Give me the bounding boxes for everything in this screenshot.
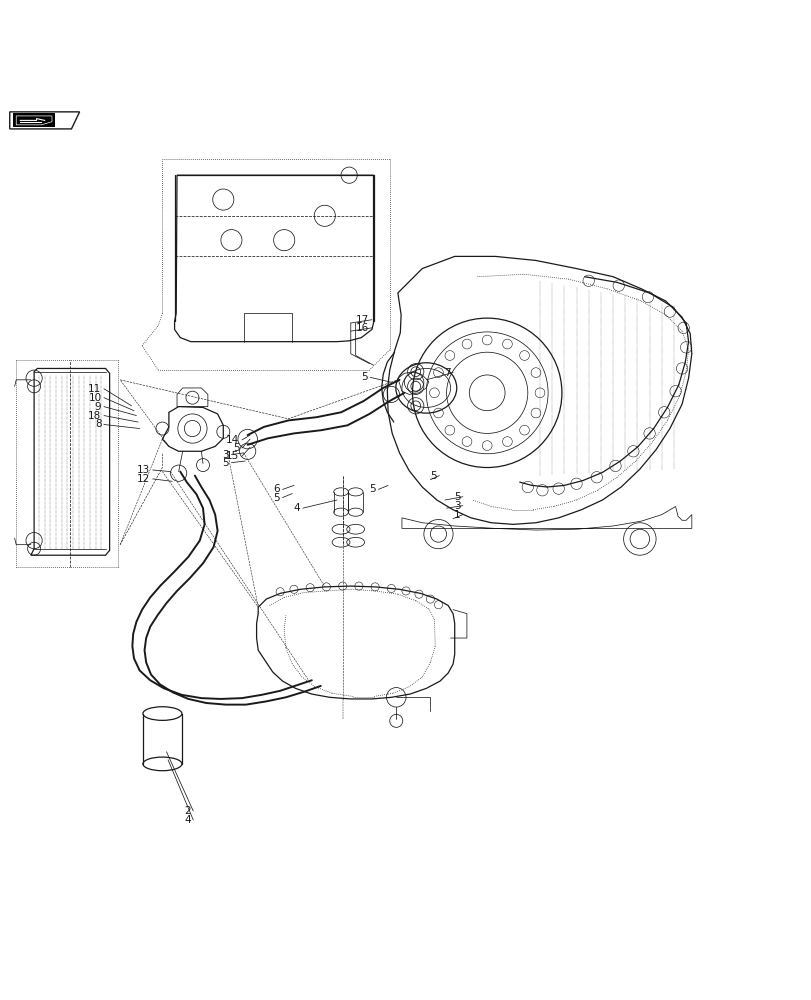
Text: 5: 5 — [369, 484, 375, 494]
Text: 12: 12 — [137, 474, 150, 484]
Text: 8: 8 — [95, 419, 101, 429]
Text: 16: 16 — [356, 323, 369, 333]
Text: 6: 6 — [273, 484, 280, 494]
Ellipse shape — [348, 508, 363, 516]
Text: 5: 5 — [222, 458, 229, 468]
Text: 3: 3 — [222, 450, 229, 460]
Ellipse shape — [143, 757, 182, 771]
Text: 13: 13 — [137, 465, 150, 475]
Text: 5: 5 — [273, 493, 280, 503]
Text: 17: 17 — [356, 315, 369, 325]
Text: 5: 5 — [361, 372, 367, 382]
Ellipse shape — [143, 707, 182, 720]
Text: 18: 18 — [88, 411, 101, 421]
Text: 2: 2 — [184, 806, 191, 816]
Text: 4: 4 — [184, 815, 191, 825]
Text: 5: 5 — [430, 471, 436, 481]
Text: 5: 5 — [233, 443, 239, 453]
Text: 7: 7 — [444, 368, 450, 378]
Text: 9: 9 — [95, 402, 101, 412]
Text: 3: 3 — [453, 501, 460, 511]
Bar — [13, 113, 55, 127]
Text: 1: 1 — [453, 510, 460, 520]
Text: 11: 11 — [88, 384, 101, 394]
Polygon shape — [16, 116, 52, 125]
Ellipse shape — [333, 508, 348, 516]
Text: 4: 4 — [294, 503, 300, 513]
Text: 14: 14 — [226, 435, 239, 445]
Text: 5: 5 — [453, 492, 460, 502]
Text: 15: 15 — [226, 451, 239, 461]
Text: 10: 10 — [88, 393, 101, 403]
